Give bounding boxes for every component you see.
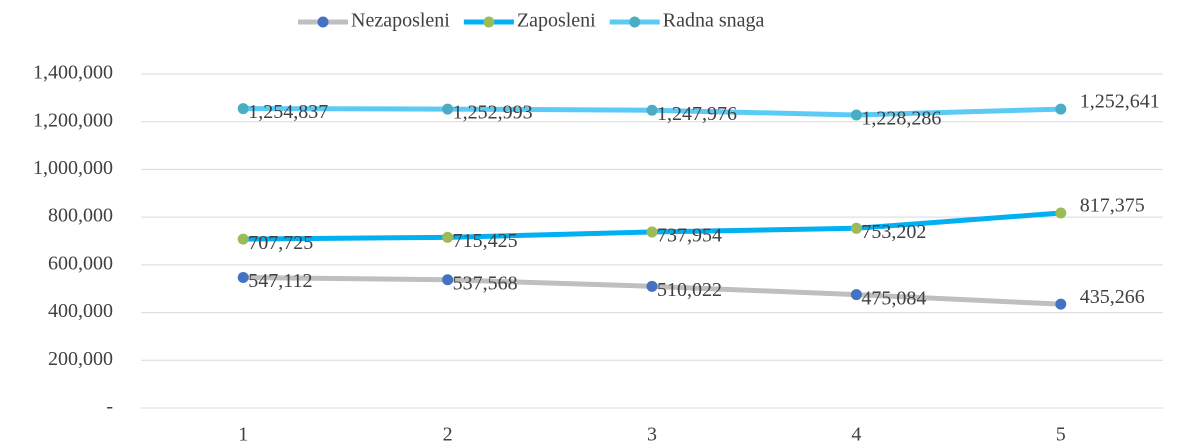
point-marker (1055, 103, 1067, 115)
point-marker (646, 280, 658, 292)
legend-label: Zaposleni (517, 10, 596, 32)
point-marker (1055, 207, 1067, 219)
data-label: 753,202 (861, 221, 926, 243)
point-marker (442, 274, 454, 286)
data-label: 510,022 (657, 279, 722, 301)
data-label: 1,252,993 (453, 102, 533, 124)
y-tick-label: 1,000,000 (33, 157, 113, 179)
data-label: 547,112 (248, 270, 312, 292)
data-label: 1,254,837 (248, 101, 328, 123)
data-label: 1,247,976 (657, 103, 737, 125)
x-tick-label: 4 (851, 424, 861, 446)
legend-label: Nezaposleni (351, 10, 450, 32)
legend-marker (317, 16, 329, 28)
data-label: 475,084 (861, 287, 926, 309)
point-marker (442, 103, 454, 115)
y-tick-label: 600,000 (48, 252, 113, 274)
point-marker (237, 233, 249, 245)
data-label: 707,725 (248, 232, 313, 254)
y-tick-label: - (106, 396, 113, 418)
y-tick-label: 800,000 (48, 205, 113, 227)
point-marker (646, 226, 658, 238)
data-label: 1,228,286 (861, 108, 941, 130)
data-label: 1,252,641 (1080, 91, 1160, 113)
data-label: 435,266 (1080, 286, 1145, 308)
legend-marker (629, 16, 641, 28)
x-tick-label: 5 (1056, 424, 1066, 446)
y-tick-label: 1,400,000 (33, 62, 113, 84)
data-label: 715,425 (453, 230, 518, 252)
point-marker (850, 222, 862, 234)
point-marker (1055, 298, 1067, 310)
data-label: 537,568 (453, 272, 518, 294)
legend-label: Radna snaga (663, 10, 765, 32)
point-marker (237, 271, 249, 283)
point-marker (442, 231, 454, 243)
data-label: 817,375 (1080, 195, 1145, 217)
point-marker (646, 104, 658, 116)
point-marker (850, 289, 862, 301)
legend-marker (483, 16, 495, 28)
point-marker (237, 103, 249, 115)
x-tick-label: 3 (647, 424, 657, 446)
y-tick-label: 200,000 (48, 348, 113, 370)
data-label: 737,954 (657, 225, 722, 247)
x-tick-label: 1 (238, 424, 248, 446)
y-tick-label: 400,000 (48, 300, 113, 322)
x-tick-label: 2 (443, 424, 453, 446)
point-marker (850, 109, 862, 121)
y-tick-label: 1,200,000 (33, 109, 113, 131)
